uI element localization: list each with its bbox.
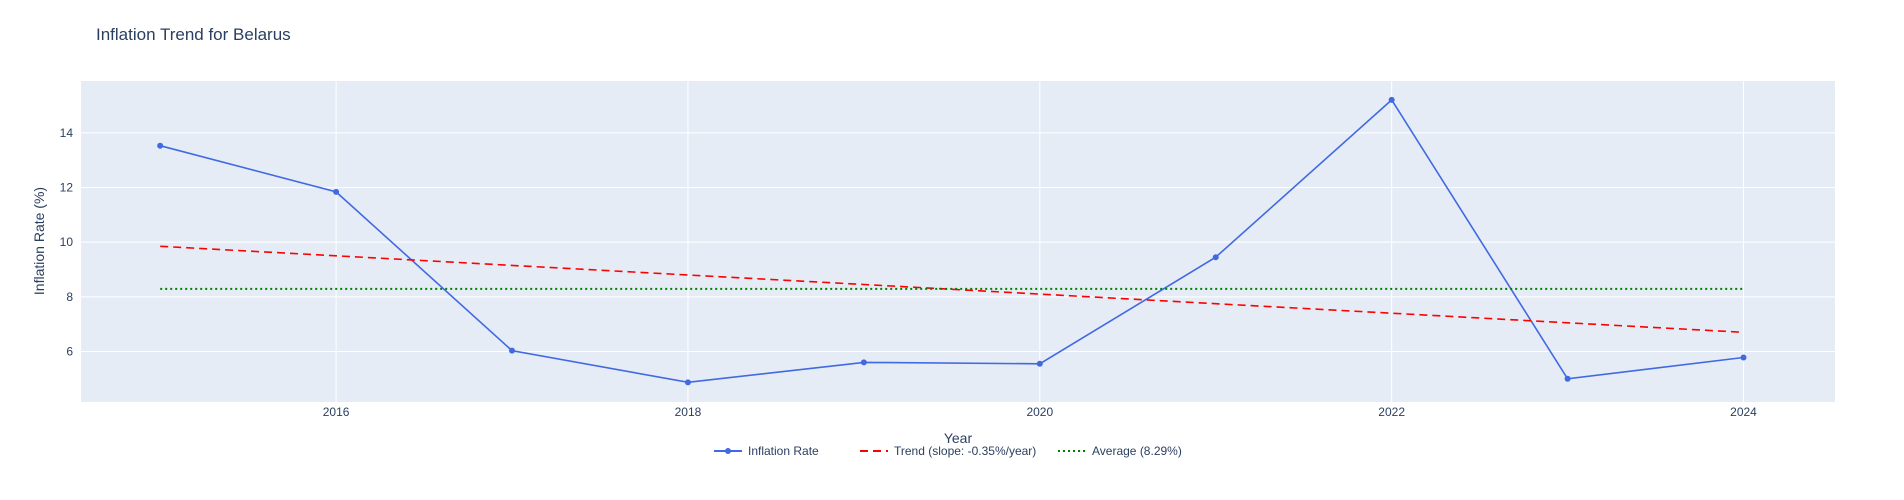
series-line-2 [160,245,1744,334]
legend-item-2[interactable]: Trend (slope: -0.35%/year) [860,444,1036,458]
y-tick-label: 14 [60,126,74,140]
legend[interactable]: Inflation Rate Trend (slope: -0.35%/year)… [714,444,1182,458]
data-point[interactable] [1388,96,1395,103]
data-point[interactable] [157,142,164,149]
chart-title: Inflation Trend for Belarus [96,25,291,44]
y-tick-label: 10 [60,235,74,249]
x-tick-label: 2016 [323,405,350,419]
x-axis-title: Year [944,430,973,446]
data-point[interactable] [684,379,691,386]
y-tick-label: 8 [66,290,73,304]
series-layer [157,96,1747,386]
legend-label: Inflation Rate [748,444,819,458]
legend-label: Trend (slope: -0.35%/year) [894,444,1036,458]
legend-label: Average (8.29%) [1092,444,1182,458]
legend-marker [725,448,731,454]
data-point[interactable] [509,347,516,354]
y-tick-label: 6 [66,344,73,358]
series-line-1 [159,98,1744,384]
y-axis-ticks: 6 8 10 12 14 [60,126,74,359]
y-axis-title: Inflation Rate (%) [31,187,47,295]
data-point[interactable] [1036,360,1043,367]
data-point[interactable] [860,359,867,366]
x-axis-ticks: 2016 2018 2020 2022 2024 [323,405,1757,419]
grid-lines [81,81,1835,402]
plot-area [81,81,1835,402]
data-point[interactable] [1212,254,1219,261]
data-point[interactable] [1564,375,1571,382]
legend-item-3[interactable]: Average (8.29%) [1058,444,1182,458]
x-tick-label: 2022 [1378,405,1405,419]
y-tick-label: 12 [60,181,74,195]
x-tick-label: 2024 [1730,405,1757,419]
data-point[interactable] [1740,354,1747,361]
x-tick-label: 2020 [1026,405,1053,419]
x-tick-label: 2018 [675,405,702,419]
legend-item-1[interactable]: Inflation Rate [714,444,819,458]
data-point[interactable] [333,188,340,195]
